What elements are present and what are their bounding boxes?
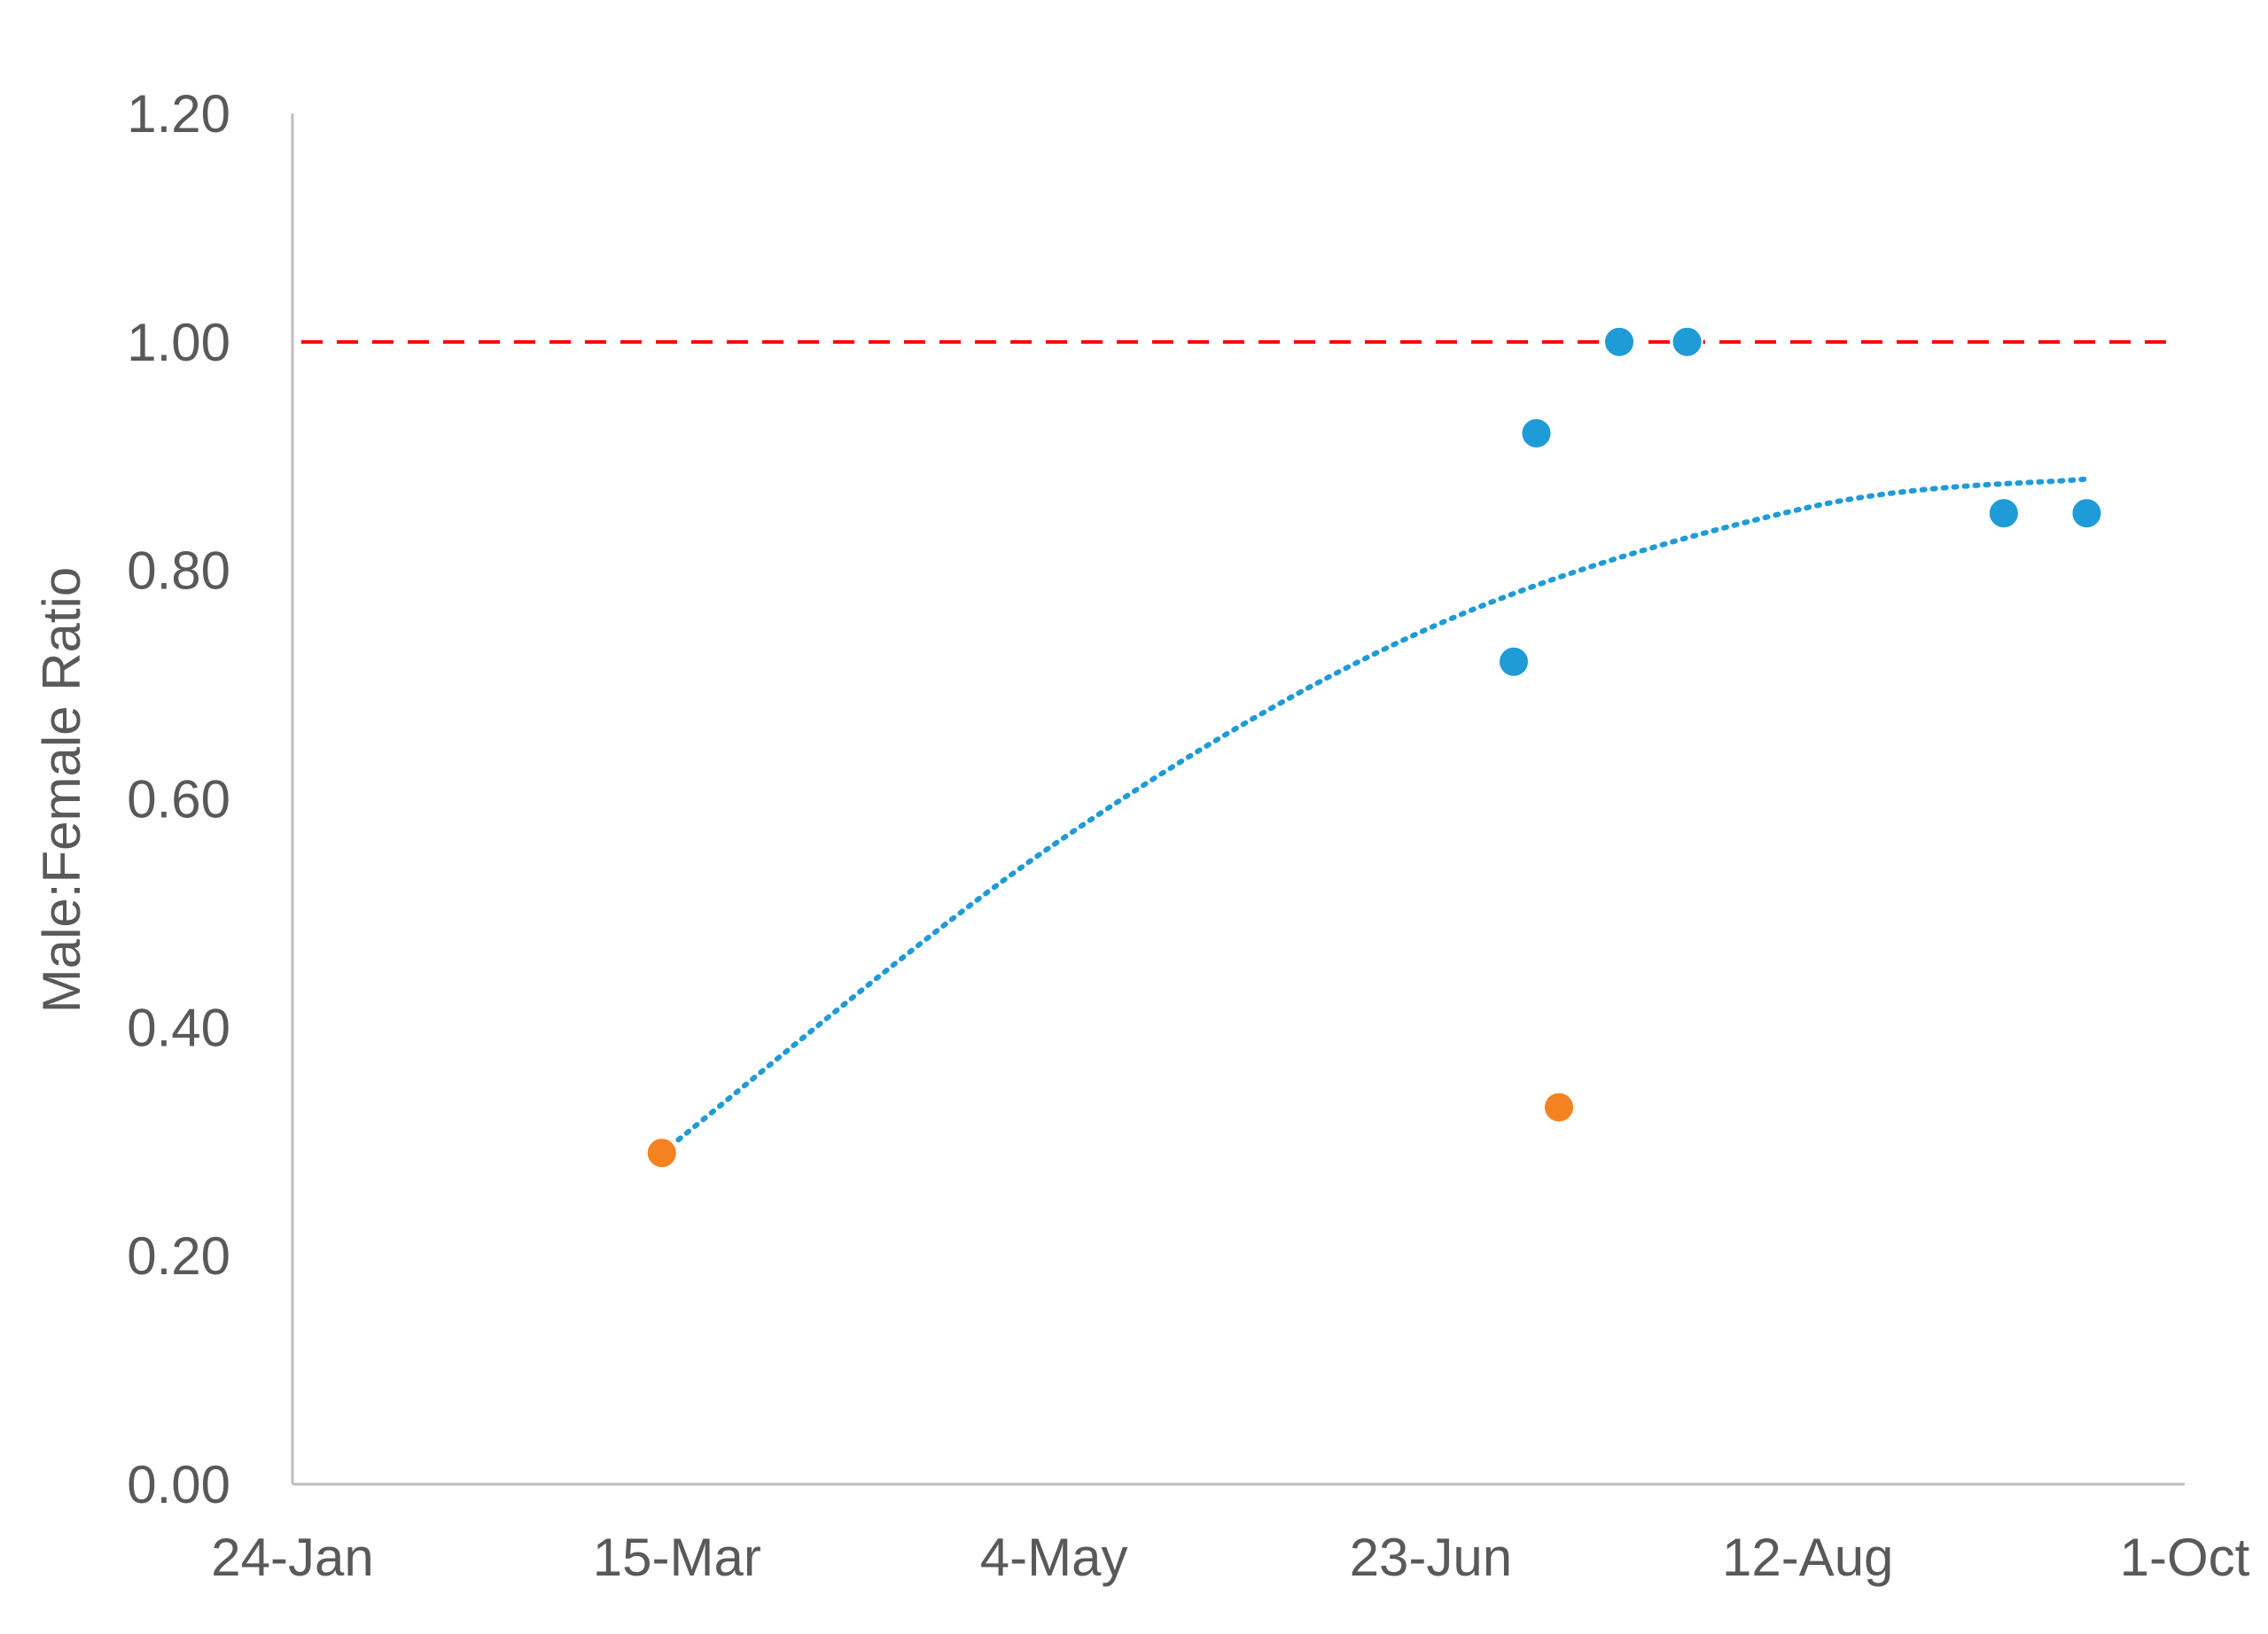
x-tick-labels: 24-Jan 15-Mar 4-May 23-Jun 12-Aug 1-Oct <box>211 1528 2249 1587</box>
y-tick-labels: 0.00 0.20 0.40 0.60 0.80 1.00 1.20 <box>127 84 230 1514</box>
x-tick-label: 1-Oct <box>2120 1528 2250 1587</box>
y-tick-label: 1.00 <box>127 313 230 372</box>
data-point-blue <box>1603 325 1636 358</box>
data-point-orange <box>645 1137 678 1170</box>
data-point-blue <box>1987 497 2020 530</box>
trendline <box>659 476 2090 1156</box>
y-tick-label: 0.40 <box>127 998 230 1057</box>
y-tick-label: 0.20 <box>127 1226 230 1286</box>
x-tick-label: 4-May <box>980 1528 1128 1587</box>
data-point-blue <box>1497 645 1530 678</box>
trendline-layer <box>659 476 2090 1156</box>
x-tick-label: 12-Aug <box>1722 1528 1893 1587</box>
y-tick-label: 0.60 <box>127 770 230 829</box>
data-point-blue <box>1520 416 1553 449</box>
data-point-blue <box>2070 497 2103 530</box>
data-point-orange <box>1543 1091 1576 1124</box>
y-axis-title: Male:Female Ratio <box>32 567 91 1014</box>
x-tick-label: 24-Jan <box>211 1528 373 1587</box>
y-tick-label: 0.80 <box>127 541 230 601</box>
y-tick-label: 0.00 <box>127 1455 230 1514</box>
x-tick-label: 23-Jun <box>1350 1528 1512 1587</box>
data-points <box>645 325 2103 1170</box>
axes <box>291 113 2185 1486</box>
y-tick-label: 1.20 <box>127 84 230 144</box>
data-point-blue <box>1671 325 1703 358</box>
x-tick-label: 15-Mar <box>593 1528 761 1587</box>
